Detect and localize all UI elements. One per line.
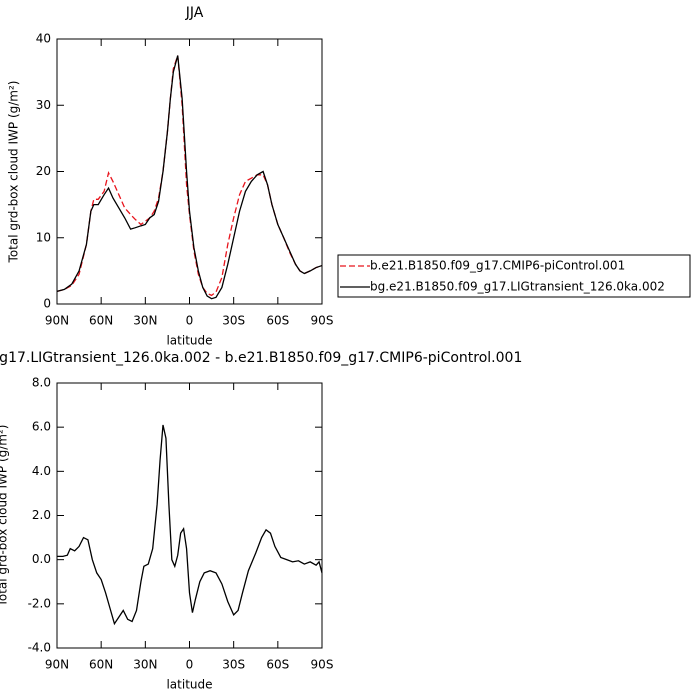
y-tick-label: 0.0 [32,552,51,566]
y-tick-label: 2.0 [32,508,51,522]
y-tick-label: 0 [43,297,51,311]
y-tick-label: 40 [36,32,51,46]
x-tick-label: 0 [186,658,194,672]
y-tick-label: 6.0 [32,420,51,434]
y-tick-label: 10 [36,230,51,244]
x-tick-label: 90S [311,314,334,328]
chart-title: JJA [185,5,204,21]
y-tick-label: 4.0 [32,464,51,478]
x-tick-label: 60N [89,658,113,672]
x-tick-label: 60S [266,658,289,672]
x-tick-label: 30S [222,314,245,328]
legend-box [337,254,691,298]
x-tick-label: 60S [266,314,289,328]
y-axis-label: Total grd-box cloud IWP (g/m²) [0,425,10,608]
y-axis-label: Total grd-box cloud IWP (g/m²) [7,81,21,264]
y-tick-label: 20 [36,164,51,178]
x-tick-label: 90N [45,658,69,672]
x-tick-label: 0 [186,314,194,328]
legend-label: b.e21.B1850.f09_g17.CMIP6-piControl.001 [370,259,625,273]
legend-label: bg.e21.B1850.f09_g17.LIGtransient_126.0k… [370,280,665,294]
x-axis-label: latitude [166,334,212,348]
y-tick-label: -4.0 [28,641,51,655]
x-tick-label: 30N [133,314,157,328]
x-axis-label: latitude [166,678,212,692]
data-line [57,424,323,626]
y-tick-label: 8.0 [32,376,51,390]
x-tick-label: 30S [222,658,245,672]
plot-frame [56,382,323,649]
plot-frame [56,38,323,305]
x-tick-label: 90S [311,658,334,672]
y-tick-label: -2.0 [28,596,51,610]
x-tick-label: 60N [89,314,113,328]
chart-title: bg.e21.B1850.f09_g17.LIGtransient_126.0k… [0,350,522,366]
data-line [56,55,323,300]
y-tick-label: 30 [36,98,51,112]
data-line [56,55,323,297]
x-tick-label: 90N [45,314,69,328]
x-tick-label: 30N [133,658,157,672]
